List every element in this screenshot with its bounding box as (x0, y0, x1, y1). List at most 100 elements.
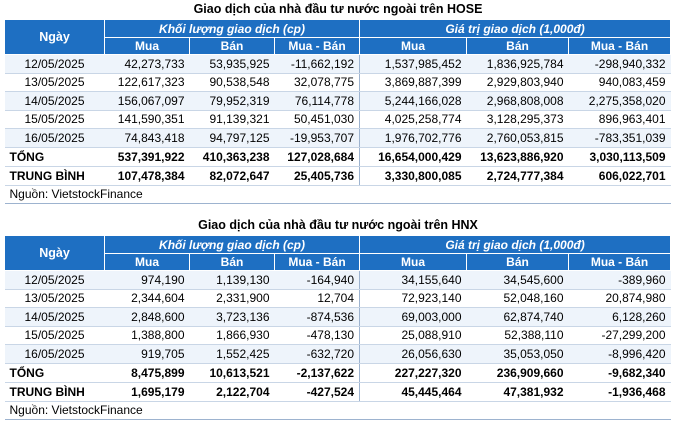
hose-average-vol-sell-cell: 82,072,647 (189, 166, 275, 186)
hose-vol-sell-cell: 90,538,548 (189, 73, 275, 92)
hnx-vol-buy-cell: 2,848,600 (104, 307, 190, 327)
hose-total-vol-sell-cell: 410,363,238 (189, 147, 275, 167)
hnx-total-row: TỔNG 8,475,899 10,613,521 -2,137,622 227,227… (4, 363, 671, 383)
hnx-vol-sell-cell: 1,552,425 (189, 344, 275, 364)
hose-title: Giao dịch của nhà đầu tư nước ngoài trên… (193, 2, 483, 16)
hnx-val-net-cell: -8,996,420 (568, 344, 671, 364)
hose-val-net-header: Mua - Bán (568, 37, 672, 55)
hnx-average-val-net-cell: -1,936,468 (568, 382, 671, 402)
hnx-vol-sell-cell: 3,723,136 (189, 307, 275, 327)
hnx-val-net-cell: 6,128,260 (568, 307, 671, 327)
hose-table-row: 16/05/2025 74,843,418 94,797,125 -19,953,70… (4, 128, 671, 148)
hnx-vol-buy-cell: 1,388,800 (104, 326, 190, 345)
hnx-val-sell-cell: 52,048,160 (466, 289, 569, 308)
hnx-vol-net-cell: -874,536 (274, 307, 360, 327)
hose-total-val-sell-cell: 13,623,886,920 (466, 147, 569, 167)
hose-total-row: TỔNG 537,391,922 410,363,238 127,028,684 16,… (4, 147, 671, 167)
hose-vol-buy-cell: 141,590,351 (104, 110, 190, 129)
hose-val-buy-cell: 3,869,887,399 (359, 73, 467, 92)
hose-date-cell: 13/05/2025 (4, 73, 105, 92)
hose-source-row: Nguồn: VietstockFinance (4, 185, 671, 204)
hnx-total-vol-buy-cell: 8,475,899 (104, 363, 190, 383)
hnx-vol-buy-header: Mua (104, 253, 190, 271)
hose-volume-header: Khối lượng giao dịch (cp) (103, 19, 361, 38)
hose-average-vol-buy-cell: 107,478,384 (104, 166, 190, 186)
hnx-vol-net-cell: -632,720 (274, 344, 360, 364)
hose-val-buy-cell: 1,976,702,776 (359, 128, 467, 148)
hnx-average-label: TRUNG BÌNH (4, 382, 105, 402)
hnx-average-vol-buy-cell: 1,695,179 (104, 382, 190, 402)
hnx-total-val-sell-cell: 236,909,660 (466, 363, 569, 383)
hnx-vol-net-cell: -478,130 (274, 326, 360, 345)
hose-table-row: 15/05/2025 141,590,351 91,139,321 50,451,03… (4, 110, 671, 129)
hose-vol-buy-header: Mua (104, 37, 190, 55)
hose-val-sell-cell: 2,968,808,008 (466, 91, 569, 111)
hose-val-sell-header: Bán (466, 37, 570, 55)
hnx-source-row: Nguồn: VietstockFinance (4, 401, 671, 420)
hose-average-val-sell-cell: 2,724,777,384 (466, 166, 569, 186)
hose-source-note: Nguồn: VietstockFinance (4, 185, 671, 204)
hnx-average-vol-net-cell: -427,524 (274, 382, 360, 402)
hnx-source-note: Nguồn: VietstockFinance (4, 401, 671, 420)
hose-val-net-cell: -783,351,039 (568, 128, 671, 148)
hnx-vol-buy-cell: 2,344,604 (104, 289, 190, 308)
hnx-table-row: 16/05/2025 919,705 1,552,425 -632,720 26,056… (4, 344, 671, 364)
hnx-table-row: 15/05/2025 1,388,800 1,866,930 -478,130 25,0… (4, 326, 671, 345)
hose-val-net-cell: 896,963,401 (568, 110, 671, 129)
hnx-vol-sell-cell: 1,866,930 (189, 326, 275, 345)
hose-vol-sell-cell: 94,797,125 (189, 128, 275, 148)
hnx-date-cell: 16/05/2025 (4, 344, 105, 364)
hnx-val-sell-cell: 52,388,110 (466, 326, 569, 345)
hose-vol-net-cell: 32,078,775 (274, 73, 360, 92)
hnx-val-sell-cell: 35,053,050 (466, 344, 569, 364)
hnx-table-row: 14/05/2025 2,848,600 3,723,136 -874,536 69,0… (4, 307, 671, 327)
hose-vol-net-cell: -19,953,707 (274, 128, 360, 148)
hnx-date-cell: 12/05/2025 (4, 270, 105, 290)
hose-vol-net-cell: 76,114,778 (274, 91, 360, 111)
hose-date-cell: 16/05/2025 (4, 128, 105, 148)
hnx-vol-net-header: Mua - Bán (273, 253, 361, 271)
hnx-average-val-sell-cell: 47,381,932 (466, 382, 569, 402)
hnx-val-buy-cell: 72,923,140 (359, 289, 467, 308)
hose-total-val-buy-cell: 16,654,000,429 (359, 147, 467, 167)
hose-val-net-cell: 2,275,358,020 (568, 91, 671, 111)
hose-val-net-cell: -298,940,332 (568, 54, 671, 74)
hnx-total-label: TỔNG (4, 363, 105, 383)
hose-val-sell-cell: 2,929,803,940 (466, 73, 569, 92)
hose-vol-buy-cell: 74,843,418 (104, 128, 190, 148)
hose-total-label: TỔNG (4, 147, 105, 167)
hose-val-buy-cell: 1,537,985,452 (359, 54, 467, 74)
hose-average-vol-net-cell: 25,405,736 (274, 166, 360, 186)
hnx-val-net-cell: 20,874,980 (568, 289, 671, 308)
hose-val-buy-cell: 4,025,258,774 (359, 110, 467, 129)
hnx-total-vol-net-cell: -2,137,622 (274, 363, 360, 383)
hnx-val-sell-cell: 34,545,600 (466, 270, 569, 290)
hose-header-group-row: Ngày Khối lượng giao dịch (cp) Giá trị g… (4, 19, 672, 55)
hnx-vol-buy-cell: 919,705 (104, 344, 190, 364)
hose-vol-net-cell: -11,662,192 (274, 54, 360, 74)
hnx-vol-sell-cell: 2,331,900 (189, 289, 275, 308)
hose-table-row: 14/05/2025 156,067,097 79,952,319 76,114,77… (4, 91, 671, 111)
hnx-date-cell: 14/05/2025 (4, 307, 105, 327)
hose-total-val-net-cell: 3,030,113,509 (568, 147, 671, 167)
hose-body: 12/05/2025 42,273,733 53,935,925 -11,662,19… (4, 54, 671, 204)
hnx-vol-sell-header: Bán (189, 253, 275, 271)
hose-vol-sell-cell: 91,139,321 (189, 110, 275, 129)
hose-table: Ngày Khối lượng giao dịch (cp) Giá trị g… (4, 19, 672, 204)
hose-vol-net-header: Mua - Bán (273, 37, 361, 55)
hnx-header-sub-row: Mua Bán Mua - Bán Mua Bán Mua - Bán (5, 253, 672, 271)
hose-vol-sell-header: Bán (189, 37, 275, 55)
hnx-val-sell-header: Bán (466, 253, 570, 271)
hose-average-val-net-cell: 606,022,701 (568, 166, 671, 186)
hose-total-vol-net-cell: 127,028,684 (274, 147, 360, 167)
hnx-total-val-net-cell: -9,682,340 (568, 363, 671, 383)
hnx-value-header: Giá trị giao dịch (1,000đ) (359, 235, 672, 254)
hose-value-header: Giá trị giao dịch (1,000đ) (359, 19, 672, 38)
hnx-val-buy-header: Mua (359, 253, 468, 271)
hnx-date-cell: 13/05/2025 (4, 289, 105, 308)
hnx-date-cell: 15/05/2025 (4, 326, 105, 345)
hose-vol-sell-cell: 79,952,319 (189, 91, 275, 111)
hnx-val-buy-cell: 25,088,910 (359, 326, 467, 345)
hose-vol-net-cell: 50,451,030 (274, 110, 360, 129)
hnx-body: 12/05/2025 974,190 1,139,130 -164,940 34,155… (4, 270, 671, 420)
